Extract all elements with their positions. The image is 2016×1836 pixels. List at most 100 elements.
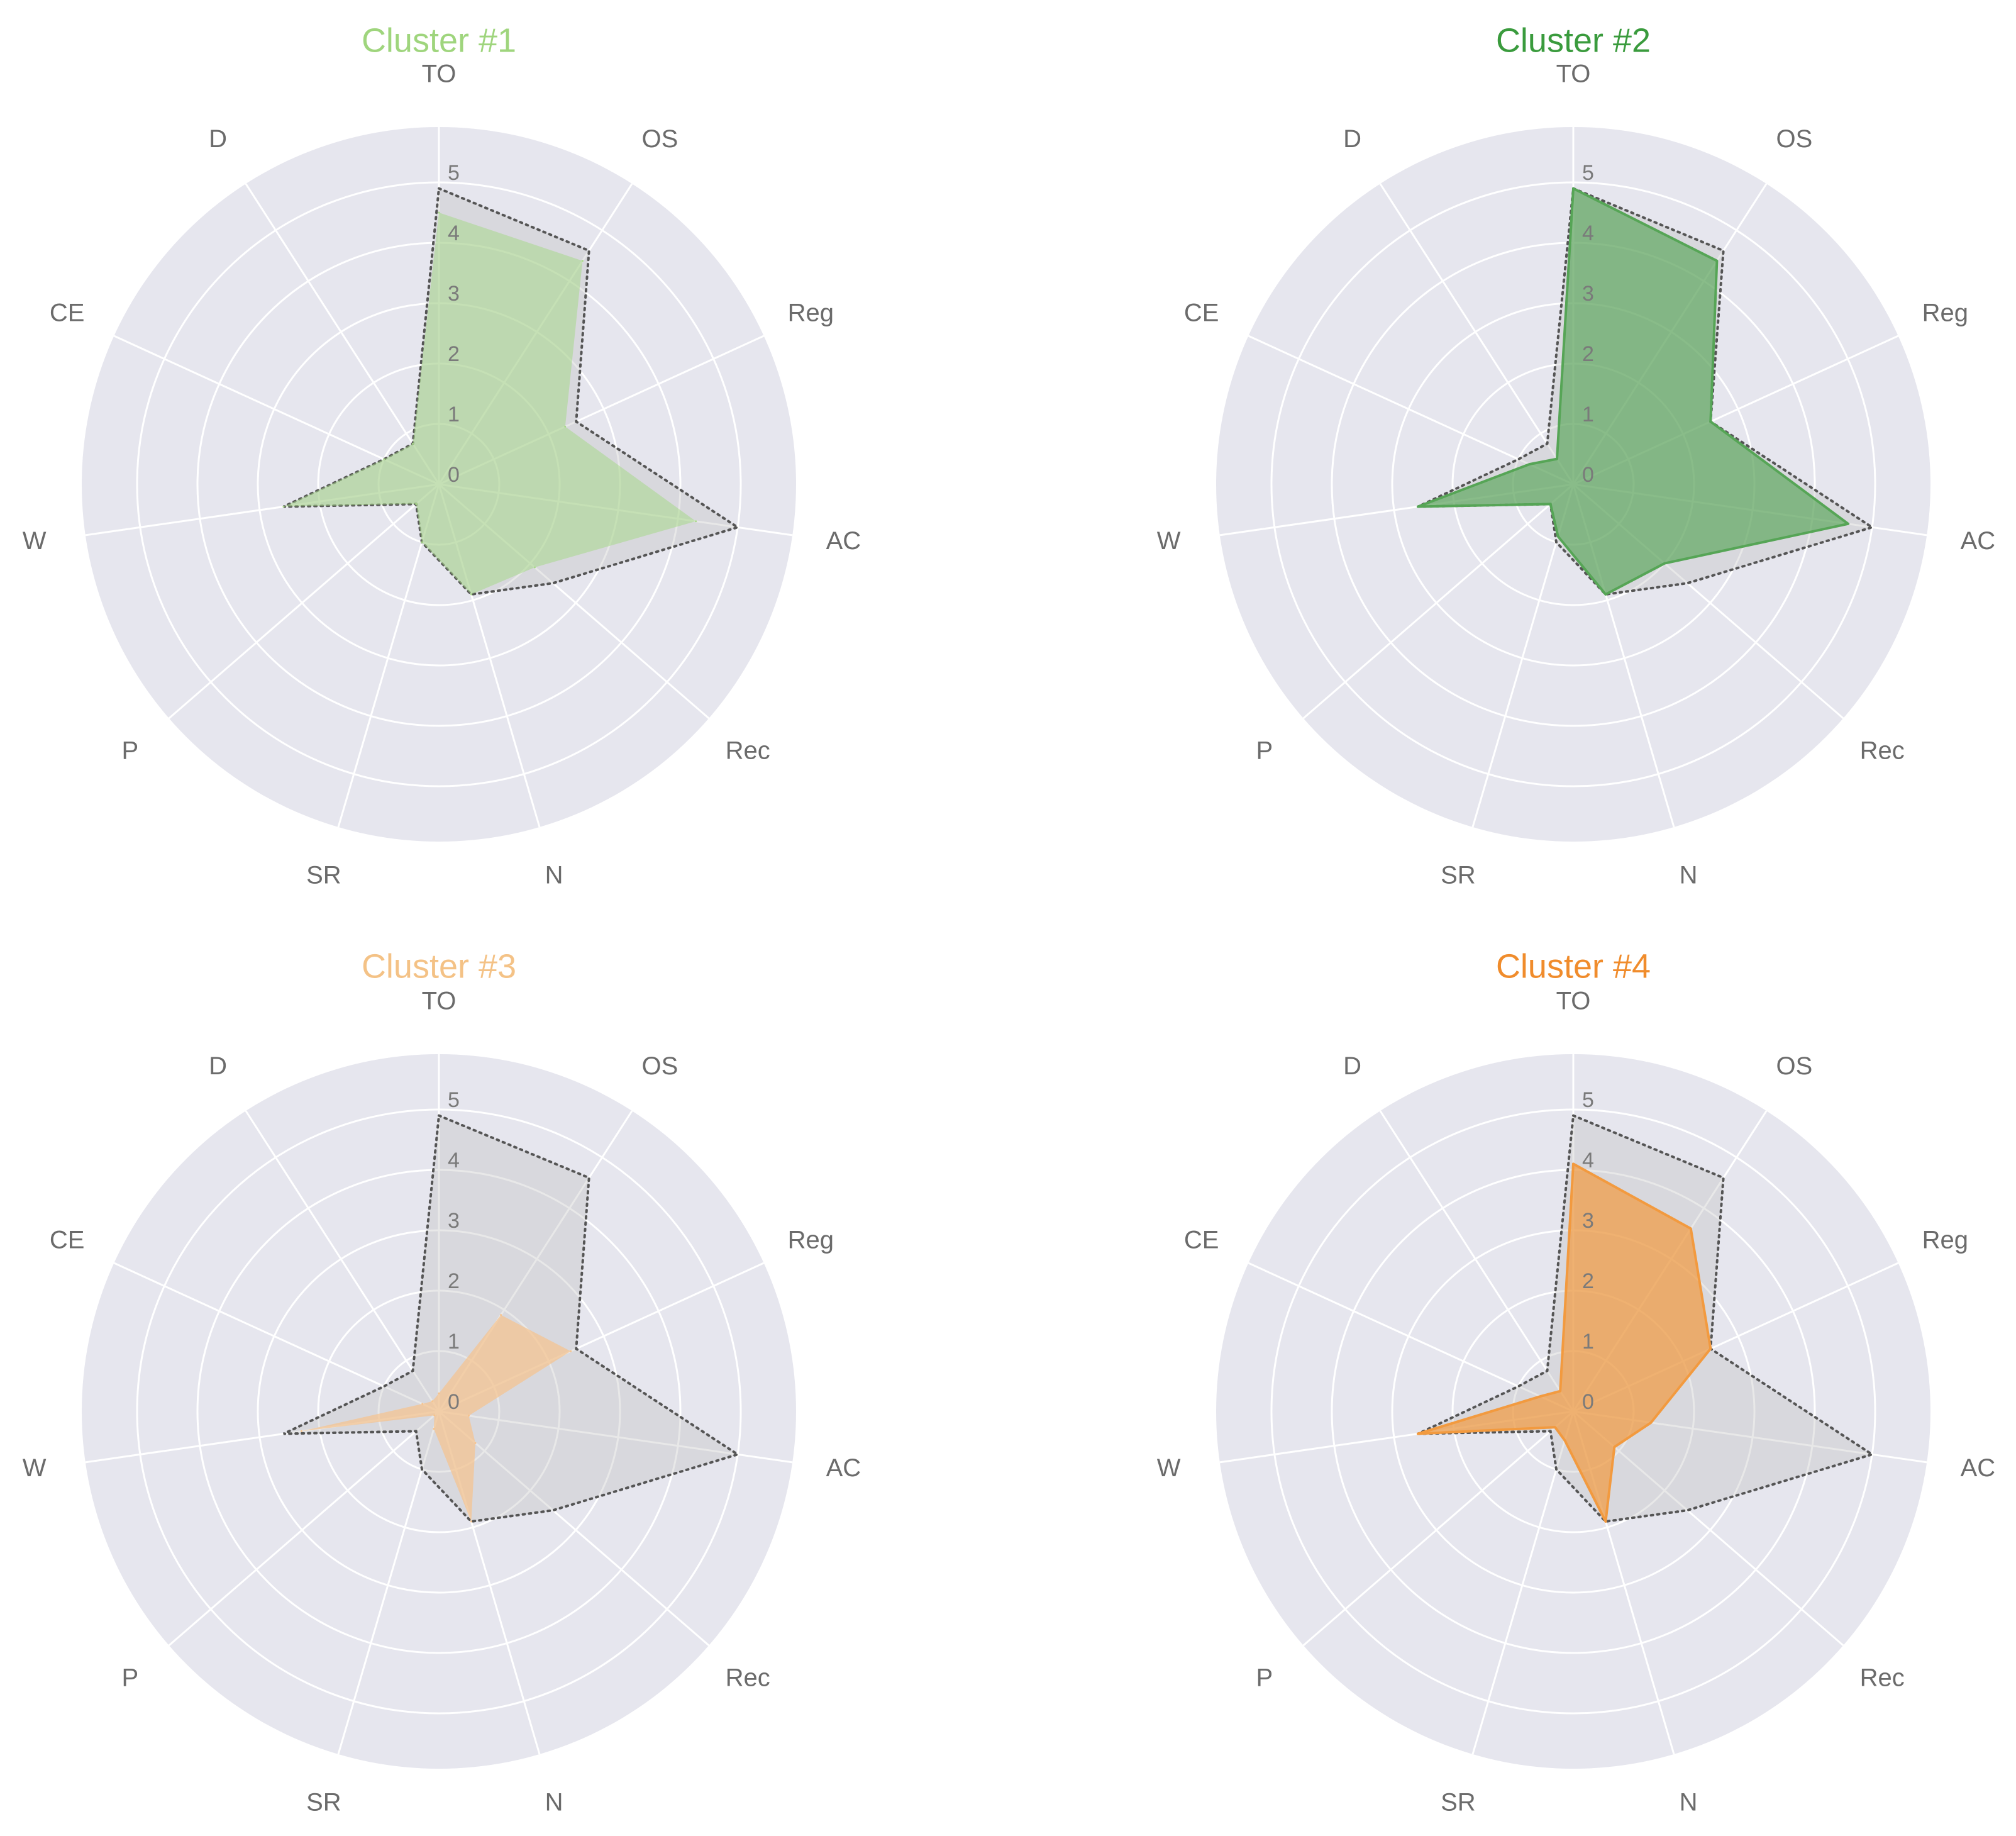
- data-point-N: [1604, 593, 1607, 596]
- grid-spoke: [1302, 483, 1574, 720]
- radial-tick-label: 4: [448, 1149, 460, 1172]
- data-point-N: [470, 1520, 472, 1523]
- radial-tick-label: 3: [448, 282, 460, 306]
- axis-label-N: N: [545, 861, 563, 889]
- data-point-Rec: [1663, 562, 1666, 565]
- radial-tick-label: 2: [448, 342, 460, 366]
- data-point-Reg: [564, 425, 567, 428]
- axis-label-SR: SR: [306, 861, 341, 889]
- series-polygon: [1416, 187, 1850, 596]
- radar-panel-2: 0 1 2 3 4 5 TO OS Reg AC Rec N SR P W CE D Cluster #2: [1157, 21, 1995, 889]
- axis-label-AC: AC: [826, 1454, 861, 1482]
- grid-spoke: [1379, 1110, 1575, 1412]
- data-point-AC: [1650, 1422, 1652, 1424]
- radial-tick-label: 3: [448, 1209, 460, 1233]
- grid-spoke: [168, 483, 440, 720]
- radial-tick-label: 4: [1582, 221, 1594, 245]
- grid-spoke: [438, 1410, 710, 1647]
- axis-label-TO: TO: [1556, 60, 1591, 88]
- radial-tick-label: 0: [1582, 1390, 1594, 1414]
- axis-label-W: W: [1157, 527, 1181, 555]
- radial-tick-label: 3: [1582, 282, 1594, 306]
- axis-label-Rec: Rec: [726, 1664, 770, 1691]
- axis-label-TO: TO: [422, 988, 457, 1015]
- axis-label-P: P: [1256, 1664, 1273, 1691]
- radial-tick-label: 0: [448, 1390, 460, 1414]
- grid-spoke: [245, 183, 440, 485]
- data-point-Reg: [1709, 420, 1712, 423]
- data-point-D: [1556, 458, 1558, 460]
- axis-label-OS: OS: [642, 1052, 678, 1080]
- data-point-P: [433, 1414, 436, 1416]
- axis-label-SR: SR: [306, 1788, 341, 1816]
- radial-tick-label: 4: [1582, 1149, 1594, 1172]
- data-point-CE: [1528, 463, 1531, 465]
- radial-tick-label: 5: [448, 1088, 460, 1112]
- data-point-W: [1417, 506, 1419, 508]
- axis-label-AC: AC: [826, 527, 861, 555]
- data-point-P: [1554, 1426, 1556, 1428]
- axis-label-CE: CE: [1184, 1227, 1219, 1254]
- axis-label-SR: SR: [1441, 1788, 1476, 1816]
- grid-spoke: [1302, 1410, 1574, 1647]
- axis-label-N: N: [1680, 861, 1698, 889]
- data-point-OS: [1715, 260, 1718, 262]
- data-point-Rec: [474, 1442, 477, 1444]
- axis-label-D: D: [209, 1052, 227, 1080]
- axis-label-TO: TO: [422, 60, 457, 88]
- data-point-CE: [1539, 1395, 1542, 1398]
- axis-label-CE: CE: [1184, 299, 1219, 327]
- axis-label-TO: TO: [1556, 988, 1591, 1015]
- axis-label-Reg: Reg: [1922, 1227, 1968, 1254]
- series-polygon: [301, 1315, 571, 1522]
- axis-label-P: P: [121, 1664, 138, 1691]
- axis-label-P: P: [1256, 737, 1273, 764]
- radial-tick-label: 0: [448, 463, 460, 487]
- data-point-W: [1417, 1433, 1419, 1435]
- axis-label-D: D: [1343, 125, 1361, 153]
- data-point-SR: [433, 1428, 435, 1430]
- axis-label-N: N: [1680, 1788, 1698, 1816]
- axis-label-AC: AC: [1961, 1454, 1996, 1482]
- grid-spoke: [1573, 1410, 1844, 1647]
- radial-tick-label: 4: [448, 221, 460, 245]
- axis-label-N: N: [545, 1788, 563, 1816]
- radial-tick-label: 2: [1582, 1269, 1594, 1293]
- data-point-CE: [383, 458, 385, 460]
- series-polygon: [283, 213, 696, 594]
- data-point-D: [1559, 1390, 1561, 1393]
- axis-label-OS: OS: [642, 125, 678, 153]
- data-point-TO: [1572, 187, 1575, 190]
- axis-label-W: W: [23, 1454, 47, 1482]
- grid-spoke: [168, 1410, 440, 1647]
- radial-tick-label: 2: [448, 1269, 460, 1293]
- data-point-OS: [1690, 1227, 1692, 1230]
- data-point-D: [431, 1400, 434, 1403]
- data-point-N: [470, 593, 472, 596]
- axis-label-Reg: Reg: [788, 1227, 834, 1254]
- axis-label-P: P: [121, 737, 138, 764]
- radial-tick-label: 0: [1582, 463, 1594, 487]
- axis-label-Reg: Reg: [1922, 299, 1968, 327]
- axis-label-Reg: Reg: [788, 299, 834, 327]
- data-point-SR: [1557, 535, 1559, 538]
- data-point-Rec: [533, 566, 536, 569]
- grid-spoke: [245, 1110, 440, 1412]
- data-point-AC: [1847, 523, 1849, 525]
- axis-label-W: W: [23, 527, 47, 555]
- grid-spoke: [1379, 183, 1575, 485]
- radar-panel-1: 0 1 2 3 4 5 TO OS Reg AC Rec N SR P W CE D Cluster #1: [23, 21, 861, 889]
- radial-tick-label: 5: [448, 161, 460, 185]
- axis-label-CE: CE: [50, 299, 85, 327]
- data-point-Rec: [1613, 1446, 1615, 1449]
- axis-label-OS: OS: [1776, 1052, 1813, 1080]
- data-point-Reg: [570, 1350, 572, 1352]
- grid-spoke: [438, 1410, 793, 1464]
- data-point-TO: [1572, 1162, 1575, 1165]
- panel-title: Cluster #1: [362, 21, 516, 59]
- data-point-Reg: [1709, 1347, 1712, 1350]
- axis-label-Rec: Rec: [726, 737, 770, 764]
- reference-polygon: [283, 1113, 741, 1523]
- axis-label-W: W: [1157, 1454, 1181, 1482]
